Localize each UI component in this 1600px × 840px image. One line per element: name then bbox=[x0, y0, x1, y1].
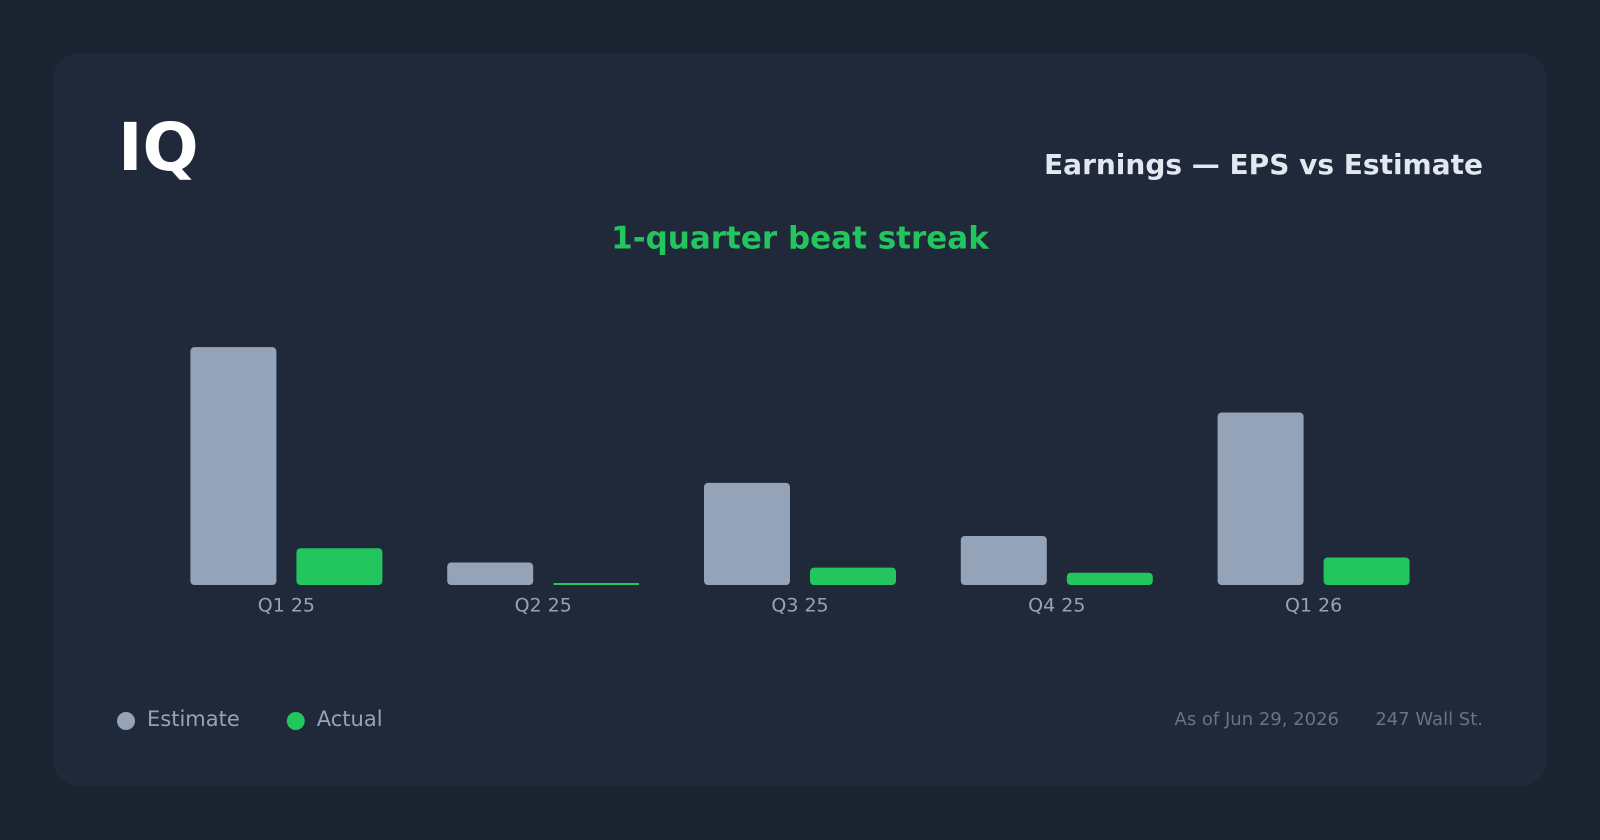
bar bbox=[1217, 412, 1304, 585]
legend-label: Actual bbox=[317, 707, 383, 731]
source: 247 Wall St. bbox=[1375, 709, 1483, 730]
ticker: IQ bbox=[118, 109, 199, 186]
x-tick-label: Q1 25 bbox=[258, 595, 315, 617]
bar bbox=[1323, 557, 1410, 585]
chart-subtitle: 1-quarter beat streak bbox=[611, 221, 990, 257]
as-of-date: As of Jun 29, 2026 bbox=[1175, 709, 1340, 730]
card bbox=[53, 53, 1547, 786]
bar bbox=[960, 536, 1047, 585]
legend-swatch bbox=[117, 712, 135, 730]
x-tick-label: Q3 25 bbox=[771, 595, 828, 617]
legend-label: Estimate bbox=[147, 707, 240, 731]
bar bbox=[296, 548, 383, 585]
bar bbox=[447, 562, 534, 585]
bar bbox=[810, 567, 896, 585]
x-tick-label: Q2 25 bbox=[515, 595, 572, 617]
bar bbox=[553, 582, 640, 585]
legend-swatch bbox=[286, 712, 305, 730]
chart-title: Earnings — EPS vs Estimate bbox=[1044, 148, 1483, 181]
bar bbox=[704, 482, 790, 585]
bar bbox=[1066, 572, 1153, 585]
x-tick-label: Q1 26 bbox=[1285, 595, 1342, 617]
x-tick-label: Q4 25 bbox=[1028, 595, 1085, 617]
bar bbox=[190, 347, 277, 585]
